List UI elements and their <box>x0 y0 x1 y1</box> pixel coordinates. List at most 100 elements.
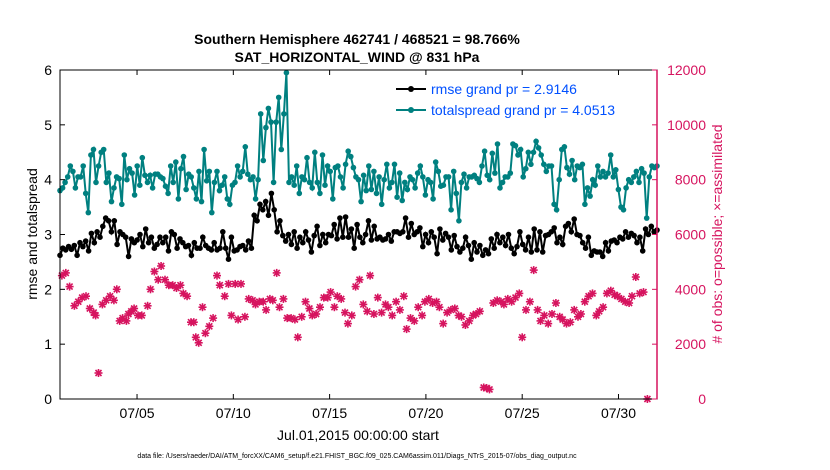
rmse-point <box>297 234 303 240</box>
totalspread-point <box>412 185 418 191</box>
obs-point <box>635 289 644 298</box>
totalspread-point <box>541 161 547 168</box>
obs-point <box>91 311 100 320</box>
obs-point <box>588 289 597 298</box>
rmse-point <box>91 239 98 246</box>
totalspread-point <box>355 176 362 183</box>
rmse-point <box>108 229 115 235</box>
rmse-point <box>314 223 320 230</box>
rmse-point <box>645 231 652 238</box>
obs-point <box>377 308 386 317</box>
totalspread-point <box>528 161 534 168</box>
obs-point <box>540 311 549 320</box>
totalspread-point <box>589 176 596 183</box>
totalspread-point <box>337 174 344 180</box>
totalspread-point <box>389 179 395 186</box>
obs-point <box>625 299 634 307</box>
totalspread-point <box>301 176 308 183</box>
totalspread-point <box>414 170 421 176</box>
totalspread-point <box>373 190 380 197</box>
totalspread-point <box>605 170 611 176</box>
obs-point <box>137 311 146 320</box>
rmse-point <box>68 246 75 253</box>
totalspread-point <box>219 182 225 188</box>
totalspread-point <box>312 149 318 156</box>
totalspread-point <box>103 179 110 186</box>
obs-point <box>343 319 352 328</box>
rmse-point <box>280 232 286 239</box>
totalspread-point <box>260 157 267 164</box>
obs-point <box>544 319 553 328</box>
obs-point <box>65 282 74 291</box>
totalspread-point <box>633 168 640 175</box>
obs-point <box>548 310 556 318</box>
totalspread-point <box>432 159 439 165</box>
totalspread-point <box>440 182 447 188</box>
rmse-point <box>442 230 449 237</box>
totalspread-point <box>378 201 385 208</box>
rmse-point <box>491 245 498 251</box>
totalspread-point <box>399 197 406 204</box>
totalspread-point <box>512 142 519 149</box>
chart-title-line1: Southern Hemisphere 462741 / 468521 = 98… <box>194 31 520 47</box>
totalspread-point <box>178 165 184 172</box>
rmse-point <box>448 247 455 253</box>
rmse-point <box>128 236 135 242</box>
obs-point <box>305 304 314 313</box>
totalspread-point <box>448 207 454 213</box>
totalspread-point <box>636 179 642 186</box>
rmse-point <box>597 249 603 255</box>
obs-point <box>275 303 284 312</box>
rmse-point <box>451 232 458 239</box>
totalspread-point <box>263 124 269 131</box>
totalspread-point <box>569 157 575 164</box>
totalspread-point <box>458 179 465 186</box>
rmse-point <box>414 229 420 235</box>
totalspread-point <box>93 179 99 186</box>
rmse-point <box>588 252 595 259</box>
rmse-point <box>300 239 306 246</box>
totalspread-point <box>515 152 521 158</box>
totalspread-point <box>363 187 370 194</box>
rmse-point <box>77 239 83 246</box>
rmse-point <box>417 225 423 231</box>
y-left-tick-label: 3 <box>44 227 52 243</box>
y-left-tick-label: 1 <box>44 336 52 352</box>
rmse-point <box>497 239 503 246</box>
totalspread-point <box>628 179 635 186</box>
obs-point <box>189 318 198 327</box>
rmse-point <box>97 234 103 240</box>
totalspread-point <box>139 154 146 161</box>
rmse-point <box>320 231 326 238</box>
totalspread-point <box>142 172 148 179</box>
totalspread-point <box>288 174 295 180</box>
rmse-point <box>420 243 426 250</box>
rmse-point <box>348 226 355 232</box>
rmse-point <box>437 226 443 232</box>
totalspread-point <box>183 186 189 193</box>
totalspread-point <box>479 163 485 169</box>
totalspread-point <box>62 179 68 186</box>
rmse-point <box>462 234 469 240</box>
totalspread-point <box>196 168 202 175</box>
totalspread-point <box>173 159 179 165</box>
totalspread-point <box>198 198 205 205</box>
legend-rmse-label: rmse grand pr = 2.9146 <box>431 81 577 97</box>
rmse-point <box>254 218 260 224</box>
totalspread-point <box>119 201 125 208</box>
totalspread-point <box>131 192 138 198</box>
totalspread-point <box>384 161 390 168</box>
totalspread-point <box>67 163 74 169</box>
rmse-point <box>251 212 257 219</box>
totalspread-point <box>237 174 243 180</box>
rmse-point <box>354 221 360 228</box>
obs-point <box>551 299 560 307</box>
totalspread-point <box>252 196 259 202</box>
rmse-point <box>382 236 389 242</box>
totalspread-point <box>322 182 328 188</box>
obs-point <box>373 293 382 302</box>
rmse-point <box>599 253 606 260</box>
totalspread-point <box>193 196 200 202</box>
totalspread-point <box>160 175 166 182</box>
